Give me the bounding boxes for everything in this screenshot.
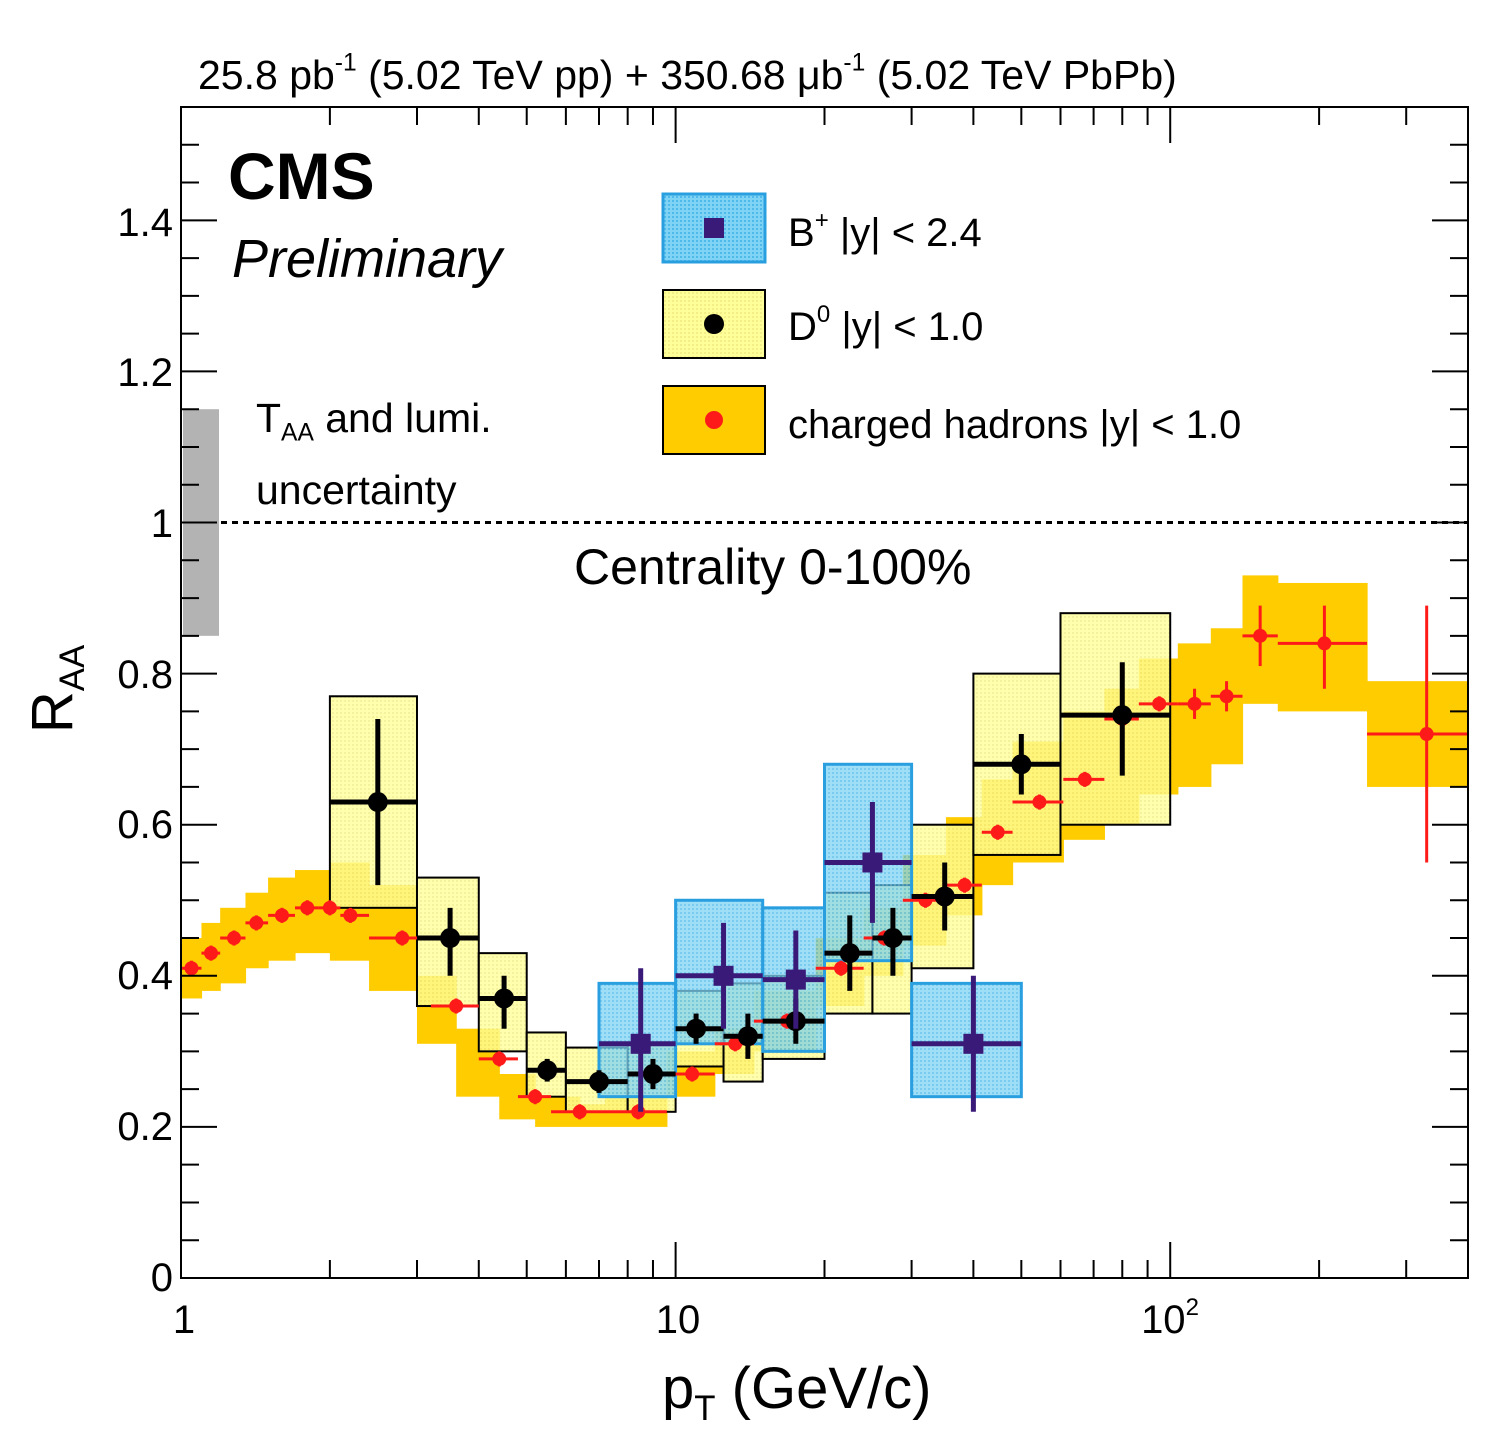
d0-point xyxy=(537,1060,558,1081)
x-axis-title: pT (GeV/c) xyxy=(662,1360,931,1427)
hadron-point xyxy=(395,931,410,946)
y-axis-title: RAA xyxy=(20,624,92,754)
x-tick-label: 1 xyxy=(172,1298,196,1342)
legend-bplus-main: B xyxy=(788,211,815,255)
hadron-point xyxy=(957,878,972,893)
x-axis-rest: (GeV/c) xyxy=(715,1356,932,1421)
y-tick-label: 1 xyxy=(150,502,173,546)
hadron-point xyxy=(1419,727,1434,742)
hadron-point xyxy=(1152,696,1167,711)
bplus-point xyxy=(630,1033,651,1054)
cms-label: CMS xyxy=(228,139,375,213)
legend-bplus-text: |y| < 2.4 xyxy=(828,211,982,255)
x-axis-sub: T xyxy=(694,1389,716,1429)
centrality-label: Centrality 0-100% xyxy=(574,539,972,595)
taa-note-line2: uncertainty xyxy=(256,467,457,513)
legend-hadrons-marker xyxy=(705,411,723,429)
legend-label-d0: D0 |y| < 1.0 xyxy=(788,303,984,349)
legend-d0-text: |y| < 1.0 xyxy=(830,305,984,349)
hadron-sys-band xyxy=(220,907,247,984)
d0-point xyxy=(934,886,955,907)
lumi-pp-tail: (5.02 TeV pp) + 350.68 μb xyxy=(356,52,844,98)
lumi-pp-value: 25.8 pb xyxy=(198,52,335,98)
hadron-point xyxy=(492,1051,507,1066)
legend-d0-swatch xyxy=(662,289,766,359)
y-tick-label: 1.4 xyxy=(117,201,173,245)
lumi-pp-exp: -1 xyxy=(334,49,357,77)
y-axis-sub: AA xyxy=(53,644,93,692)
legend-label-hadrons: charged hadrons |y| < 1.0 xyxy=(788,405,1241,445)
legend-hadrons-text: charged hadrons |y| < 1.0 xyxy=(788,403,1242,447)
hadron-point xyxy=(300,900,315,915)
hadron-point xyxy=(990,825,1005,840)
bplus-point xyxy=(862,852,883,873)
hadron-point xyxy=(528,1089,543,1104)
y-tick-label: 0 xyxy=(150,1256,173,1300)
hadron-point xyxy=(1253,628,1268,643)
taa-note: TAA and lumi. xyxy=(256,395,492,446)
bplus-point xyxy=(963,1033,984,1054)
y-tick-label: 0.2 xyxy=(117,1105,173,1149)
preliminary-label: Preliminary xyxy=(232,229,503,289)
hadron-point xyxy=(834,961,849,976)
d0-point xyxy=(588,1071,609,1092)
d0-point xyxy=(1011,754,1032,775)
taa-rest: and lumi. xyxy=(313,395,492,441)
legend-d0-main: D xyxy=(788,305,817,349)
hadron-point xyxy=(1077,772,1092,787)
d0-sys-box xyxy=(415,876,480,1008)
hadron-point xyxy=(249,915,264,930)
hadron-point xyxy=(1219,689,1234,704)
d0-point xyxy=(1112,705,1133,726)
lumi-pbpb-tail: (5.02 TeV PbPb) xyxy=(865,52,1177,98)
y-tick-label: 0.4 xyxy=(117,954,173,998)
x-tick-exp: 2 xyxy=(1185,1294,1199,1321)
hadron-point xyxy=(204,946,219,961)
y-axis-main: R xyxy=(20,691,85,734)
hadron-point xyxy=(1032,795,1047,810)
hadron-point xyxy=(1187,696,1202,711)
taa-t: T xyxy=(256,395,282,441)
hadron-point xyxy=(343,908,358,923)
taa-sub: AA xyxy=(281,419,314,447)
d0-point xyxy=(367,792,388,813)
hadron-point xyxy=(1317,636,1332,651)
d0-point xyxy=(440,928,461,949)
hadron-point xyxy=(685,1067,700,1082)
bplus-point xyxy=(785,969,806,990)
x-tick-label: 10 xyxy=(655,1298,701,1342)
hadron-point xyxy=(322,900,337,915)
lumi-header: 25.8 pb-1 (5.02 TeV pp) + 350.68 μb-1 (5… xyxy=(198,51,1177,98)
bplus-point xyxy=(713,965,734,986)
d0-point xyxy=(839,943,860,964)
legend-label-bplus: B+ |y| < 2.4 xyxy=(788,209,982,255)
x-tick-label-exp: 102 xyxy=(1125,1296,1215,1342)
x-axis-main: p xyxy=(662,1356,695,1421)
legend-d0-marker xyxy=(704,314,724,334)
hadron-point xyxy=(227,931,242,946)
bplus-sys-box xyxy=(597,981,678,1099)
d0-point xyxy=(686,1018,707,1039)
lumi-pbpb-exp: -1 xyxy=(843,49,866,77)
d0-point xyxy=(737,1026,758,1047)
legend-d0-sup: 0 xyxy=(816,301,831,328)
y-tick-label: 0.6 xyxy=(117,803,173,847)
d0-point xyxy=(494,988,515,1009)
hadron-point xyxy=(184,961,199,976)
hadron-point xyxy=(449,999,464,1014)
y-tick-label: 0.8 xyxy=(117,653,173,697)
legend-bplus-sup: + xyxy=(814,207,829,234)
d0-point xyxy=(882,928,903,949)
d0-point xyxy=(642,1064,663,1085)
hadron-point xyxy=(274,908,289,923)
hadron-point xyxy=(572,1104,587,1119)
y-tick-label: 1.2 xyxy=(117,351,173,395)
x-tick-base: 10 xyxy=(1141,1298,1186,1342)
legend-bplus-marker xyxy=(704,218,724,238)
